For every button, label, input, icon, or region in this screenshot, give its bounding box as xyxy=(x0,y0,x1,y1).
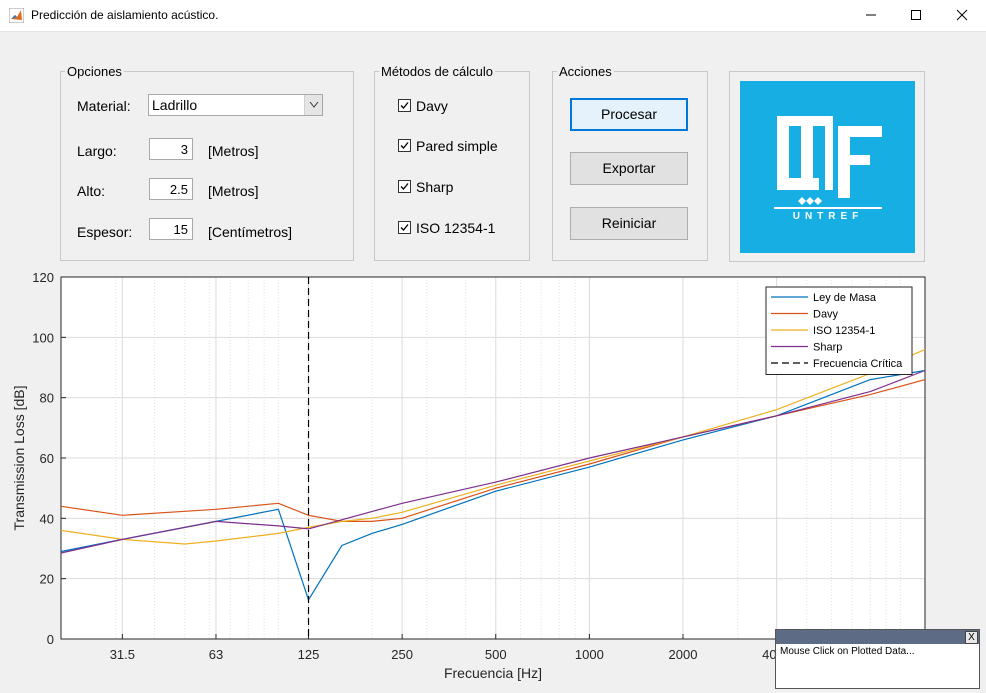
davy-checkbox[interactable]: Davy xyxy=(398,97,448,115)
sharp-checkbox[interactable]: Sharp xyxy=(398,178,453,196)
material-value: Ladrillo xyxy=(152,97,198,113)
logo-text: UNTREF xyxy=(793,211,864,222)
alto-input[interactable]: 2.5 xyxy=(149,178,193,200)
popup-message: Mouse Click on Plotted Data... xyxy=(780,646,915,657)
iso-label: ISO 12354-1 xyxy=(416,220,496,236)
x-tick-label: 125 xyxy=(298,647,320,662)
material-select[interactable]: Ladrillo xyxy=(148,94,323,116)
x-tick-label: 250 xyxy=(391,647,413,662)
checkbox-icon xyxy=(398,221,411,234)
logo-panel: UNTREF xyxy=(729,71,925,262)
checkbox-icon xyxy=(398,139,411,152)
espesor-input[interactable]: 15 xyxy=(149,218,193,240)
actions-panel: Acciones xyxy=(552,64,708,261)
series-line-sharp xyxy=(60,369,926,554)
y-tick-label: 80 xyxy=(40,391,54,406)
espesor-label: Espesor: xyxy=(77,224,133,240)
data-cursor-popup: X Mouse Click on Plotted Data... xyxy=(775,629,980,689)
x-tick-label: 63 xyxy=(209,647,223,662)
untref-logo: UNTREF xyxy=(740,81,915,253)
export-button[interactable]: Exportar xyxy=(570,152,688,185)
close-icon xyxy=(956,9,968,21)
methods-legend: Métodos de cálculo xyxy=(381,64,494,79)
x-tick-label: 2000 xyxy=(669,647,698,662)
checkbox-icon xyxy=(398,180,411,193)
y-axis-label: Transmission Loss [dB] xyxy=(11,386,27,531)
largo-input[interactable]: 3 xyxy=(149,138,193,160)
material-label: Material: xyxy=(77,98,131,114)
legend-entry: Ley de Masa xyxy=(813,292,877,304)
untref-logo-mark: UNTREF xyxy=(774,116,882,222)
legend-entry: Frecuencia Crítica xyxy=(813,358,903,370)
popup-close-button[interactable]: X xyxy=(965,631,978,644)
close-button[interactable] xyxy=(939,0,985,31)
sharp-label: Sharp xyxy=(416,179,454,195)
y-tick-label: 20 xyxy=(40,572,54,587)
transmission-loss-chart[interactable]: 31.5631252505001000200040000204060801001… xyxy=(0,262,986,693)
chevron-down-icon xyxy=(304,95,322,115)
series-line-iso-12354-1 xyxy=(60,348,926,545)
x-tick-label: 500 xyxy=(485,647,507,662)
actions-legend: Acciones xyxy=(559,64,612,79)
popup-title-bar: X xyxy=(776,630,979,644)
largo-unit: [Metros] xyxy=(208,143,259,159)
legend-entry: ISO 12354-1 xyxy=(813,325,875,337)
options-legend: Opciones xyxy=(67,64,122,79)
chart-legend xyxy=(765,286,913,375)
y-tick-label: 0 xyxy=(47,632,54,647)
pared-simple-label: Pared simple xyxy=(416,138,498,154)
reset-button[interactable]: Reiniciar xyxy=(570,207,688,240)
legend-entry: Davy xyxy=(813,309,839,321)
largo-label: Largo: xyxy=(77,143,117,159)
y-tick-label: 120 xyxy=(32,270,54,285)
x-axis-label: Frecuencia [Hz] xyxy=(444,665,542,681)
process-button[interactable]: Procesar xyxy=(570,98,688,131)
maximize-icon xyxy=(911,10,921,20)
plot-frame xyxy=(60,276,926,640)
iso-checkbox[interactable]: ISO 12354-1 xyxy=(398,219,495,237)
legend-entry: Sharp xyxy=(813,342,842,354)
y-tick-label: 60 xyxy=(40,451,54,466)
y-tick-label: 40 xyxy=(40,511,54,526)
window-title: Predicción de aislamiento acústico. xyxy=(31,8,219,22)
minimize-icon xyxy=(866,14,876,16)
minimize-button[interactable] xyxy=(848,0,894,31)
methods-panel: Métodos de cálculo xyxy=(374,64,530,261)
alto-unit: [Metros] xyxy=(208,183,259,199)
maximize-button[interactable] xyxy=(893,0,939,31)
options-panel: Opciones xyxy=(60,64,354,261)
alto-label: Alto: xyxy=(77,183,106,199)
y-tick-label: 100 xyxy=(32,330,54,345)
title-bar: Predicción de aislamiento acústico. xyxy=(0,0,986,32)
matlab-icon xyxy=(9,8,24,23)
checkbox-icon xyxy=(398,99,411,112)
espesor-unit: [Centímetros] xyxy=(208,224,293,240)
pared-simple-checkbox[interactable]: Pared simple xyxy=(398,137,498,155)
x-tick-label: 31.5 xyxy=(110,647,135,662)
davy-label: Davy xyxy=(416,98,448,114)
x-tick-label: 1000 xyxy=(575,647,604,662)
